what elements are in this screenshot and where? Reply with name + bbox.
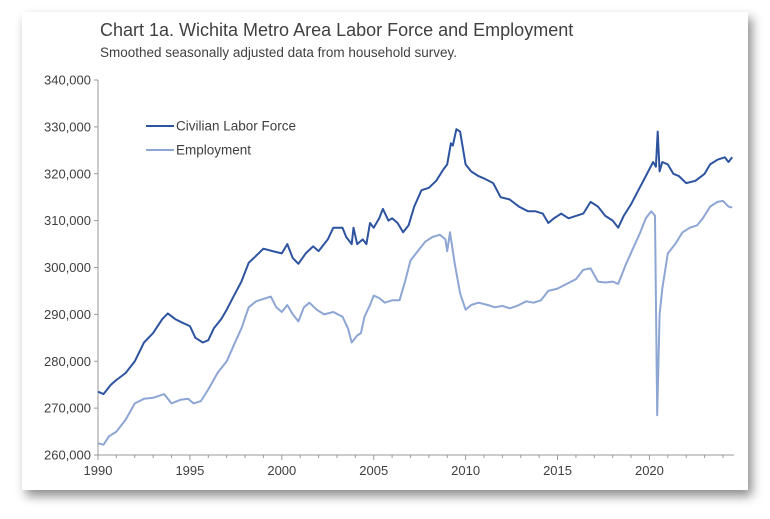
x-tick-label: 2005 [359,463,388,478]
legend-label: Civilian Labor Force [176,119,296,134]
x-tick-label: 1990 [84,463,113,478]
y-tick-label: 280,000 [44,354,91,369]
x-tick-label: 2015 [543,463,572,478]
y-tick-label: 310,000 [44,213,91,228]
chart-title: Chart 1a. Wichita Metro Area Labor Force… [100,20,574,40]
y-tick-label: 260,000 [44,448,91,463]
chart-frame [22,12,748,490]
y-tick-label: 340,000 [44,73,91,88]
y-tick-label: 290,000 [44,307,91,322]
series-layer [97,128,733,446]
axes: 260,000 270,000 280,000 290,000 300,000 310,0… [44,73,734,478]
x-tick-label: 2000 [267,463,296,478]
chart-subtitle: Smoothed seasonally adjusted data from h… [100,45,457,60]
y-tick-label: 320,000 [44,166,91,181]
legend-label: Employment [176,143,251,158]
y-tick-label: 330,000 [44,119,91,134]
x-tick-label: 2020 [635,463,664,478]
x-tick-label: 1995 [175,463,204,478]
series-line-civilian-labor-force [97,128,733,396]
legend: Civilian Labor Force Employment [146,119,296,158]
x-tick-label: 2010 [451,463,480,478]
series-line-employment [97,199,733,446]
y-tick-label: 300,000 [44,260,91,275]
y-tick-label: 270,000 [44,401,91,416]
